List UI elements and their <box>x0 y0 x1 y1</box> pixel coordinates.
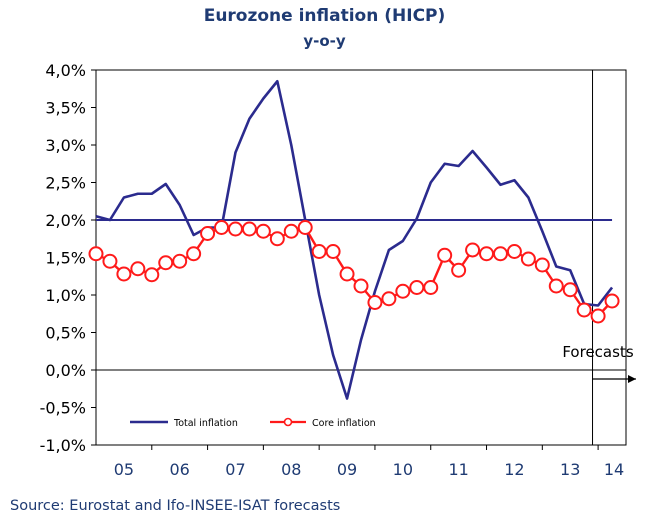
y-tick-label: 3,5% <box>45 99 86 118</box>
y-tick-label: 4,0% <box>45 61 86 80</box>
core-inflation-point <box>409 280 425 295</box>
x-tick-label: 09 <box>337 460 357 479</box>
total-inflation-line <box>95 79 614 400</box>
forecast-label: Forecasts <box>562 343 633 361</box>
core-inflation-point <box>214 220 230 235</box>
core-inflation-point <box>283 223 299 239</box>
core-inflation-point <box>465 242 481 258</box>
legend-core-marker <box>283 417 293 427</box>
legend-total-label: Total inflation <box>173 418 238 429</box>
core-inflation-point <box>102 253 118 269</box>
core-inflation-point <box>353 278 369 294</box>
core-inflation-point <box>506 244 522 259</box>
core-inflation-point <box>255 223 271 239</box>
core-inflation-point <box>144 267 160 283</box>
y-tick-label: 1,0% <box>45 286 86 305</box>
y-tick-label: 0,5% <box>45 324 86 343</box>
core-inflation-point <box>479 246 495 262</box>
y-tick-label: 1,5% <box>45 249 86 268</box>
core-inflation-point <box>116 266 132 282</box>
core-inflation-point <box>297 220 313 235</box>
y-tick-label: -0,5% <box>40 399 86 418</box>
core-inflation-point <box>339 266 355 282</box>
core-inflation-point <box>492 246 508 262</box>
x-tick-label: 05 <box>114 460 134 479</box>
core-inflation-point <box>269 231 285 247</box>
x-tick-label: 14 <box>604 460 624 479</box>
core-inflation-point <box>590 308 606 324</box>
core-inflation-point <box>227 221 243 237</box>
core-inflation-point <box>437 247 453 263</box>
core-inflation-point <box>395 283 411 299</box>
core-inflation-point <box>158 255 174 271</box>
core-inflation-point <box>604 293 620 309</box>
y-tick-label: -1,0% <box>40 436 86 455</box>
y-tick-label: 0,0% <box>45 361 86 380</box>
legend-core-label: Core inflation <box>312 418 376 429</box>
core-inflation-point <box>381 291 397 307</box>
y-tick-label: 2,5% <box>45 174 86 193</box>
core-inflation-point <box>172 253 188 269</box>
y-tick-label: 2,0% <box>45 211 86 230</box>
x-tick-label: 10 <box>393 460 413 479</box>
core-inflation-point <box>534 257 550 273</box>
core-inflation-point <box>311 244 327 259</box>
chart-title: Eurozone inflation (HICP) <box>203 6 446 26</box>
core-inflation-point <box>186 246 202 262</box>
core-inflation-point <box>241 221 257 237</box>
core-inflation-point <box>451 262 467 278</box>
core-inflation-point <box>325 244 341 259</box>
core-inflation-point <box>130 261 146 277</box>
core-inflation-point <box>548 278 564 294</box>
x-tick-label: 07 <box>225 460 245 479</box>
source-note: Source: Eurostat and Ifo-INSEE-ISAT fore… <box>10 498 341 514</box>
x-tick-label: 06 <box>170 460 190 479</box>
x-tick-label: 13 <box>560 460 580 479</box>
core-inflation-point <box>200 226 216 241</box>
x-tick-label: 12 <box>504 460 524 479</box>
x-tick-label: 11 <box>448 460 468 479</box>
core-inflation-point <box>520 251 536 267</box>
core-inflation-point <box>562 282 578 298</box>
core-inflation-point <box>367 295 383 310</box>
y-tick-label: 3,0% <box>45 136 86 155</box>
chart-subtitle: y-o-y <box>303 32 346 50</box>
core-inflation-point <box>423 280 439 295</box>
x-tick-label: 08 <box>281 460 301 479</box>
core-inflation-point <box>576 302 592 318</box>
forecast-arrowhead <box>628 375 636 383</box>
core-inflation-point <box>88 246 104 262</box>
